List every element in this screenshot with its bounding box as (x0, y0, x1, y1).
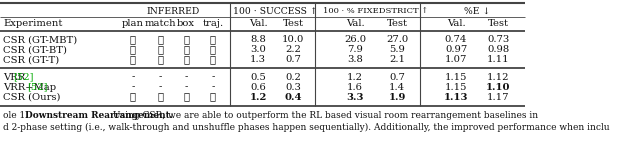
Text: Test: Test (282, 19, 303, 29)
Text: 0.74: 0.74 (445, 35, 467, 45)
Text: 1.2: 1.2 (250, 93, 267, 101)
Text: ✗: ✗ (183, 35, 189, 45)
Text: ✗: ✗ (157, 35, 163, 45)
Text: 100 · % FIXEDSTRICT ↑: 100 · % FIXEDSTRICT ↑ (323, 7, 429, 15)
Text: 100 · SUCCESS ↑: 100 · SUCCESS ↑ (233, 6, 318, 16)
Text: Val.: Val. (346, 19, 364, 29)
Text: Using CSR, we are able to outperform the RL based visual room rearrangement base: Using CSR, we are able to outperform the… (109, 112, 538, 120)
Text: ✓: ✓ (130, 55, 136, 65)
Text: 10.0: 10.0 (282, 35, 304, 45)
Text: VRR: VRR (3, 72, 25, 82)
Text: 2.2: 2.2 (285, 46, 301, 54)
Text: ✗: ✗ (210, 55, 216, 65)
Text: ✓: ✓ (157, 46, 163, 54)
Text: 1.2: 1.2 (347, 72, 363, 82)
Text: ole 1.: ole 1. (3, 112, 31, 120)
Text: 3.0: 3.0 (250, 46, 266, 54)
Text: 8.8: 8.8 (250, 35, 266, 45)
Text: ✓: ✓ (157, 55, 163, 65)
Text: d 2-phase setting (i.e., walk-through and unshuffle phases happen sequentially).: d 2-phase setting (i.e., walk-through an… (3, 122, 610, 132)
Text: 1.07: 1.07 (445, 55, 467, 65)
Text: 1.11: 1.11 (486, 55, 509, 65)
Text: 1.12: 1.12 (487, 72, 509, 82)
Text: CSR (GT-BT): CSR (GT-BT) (3, 46, 67, 54)
Text: CSR (GT-T): CSR (GT-T) (3, 55, 60, 65)
Text: 1.3: 1.3 (250, 55, 266, 65)
Text: 0.7: 0.7 (285, 55, 301, 65)
Text: 3.8: 3.8 (347, 55, 363, 65)
Text: 2.1: 2.1 (389, 55, 405, 65)
Text: Val.: Val. (447, 19, 465, 29)
Text: VRR+Map: VRR+Map (3, 82, 56, 92)
Text: -: - (131, 82, 134, 92)
Text: 0.4: 0.4 (284, 93, 301, 101)
Text: ✓: ✓ (183, 55, 189, 65)
Text: ✓: ✓ (210, 93, 216, 101)
Text: 26.0: 26.0 (344, 35, 366, 45)
Text: 0.3: 0.3 (285, 82, 301, 92)
Text: 1.9: 1.9 (388, 93, 406, 101)
Text: -: - (158, 82, 162, 92)
Text: 5.9: 5.9 (389, 46, 405, 54)
Text: 1.4: 1.4 (389, 82, 405, 92)
Text: 0.98: 0.98 (487, 46, 509, 54)
Text: Experiment: Experiment (3, 19, 62, 29)
Text: 1.15: 1.15 (445, 72, 467, 82)
Text: ✗: ✗ (210, 46, 216, 54)
Text: 1.10: 1.10 (486, 82, 510, 92)
Text: Downstream Rearrangement.: Downstream Rearrangement. (25, 112, 173, 120)
Text: INFERRED: INFERRED (147, 6, 200, 16)
Text: match: match (144, 19, 176, 29)
Text: -: - (184, 82, 188, 92)
Text: 3.3: 3.3 (346, 93, 364, 101)
Text: CSR (GT-MBT): CSR (GT-MBT) (3, 35, 77, 45)
Text: 1.13: 1.13 (444, 93, 468, 101)
Text: ✓: ✓ (130, 93, 136, 101)
Text: 7.9: 7.9 (347, 46, 363, 54)
Text: Test: Test (387, 19, 408, 29)
Text: 1.17: 1.17 (487, 93, 509, 101)
Text: 0.7: 0.7 (389, 72, 405, 82)
Text: 27.0: 27.0 (386, 35, 408, 45)
Text: ✗: ✗ (210, 35, 216, 45)
Text: box: box (177, 19, 195, 29)
Text: ✗: ✗ (183, 46, 189, 54)
Text: 0.97: 0.97 (445, 46, 467, 54)
Text: ✓: ✓ (157, 93, 163, 101)
Text: ✓: ✓ (183, 93, 189, 101)
Text: CSR (Ours): CSR (Ours) (3, 93, 61, 101)
Text: 1.6: 1.6 (347, 82, 363, 92)
Text: [52]: [52] (13, 72, 34, 82)
Text: 0.2: 0.2 (285, 72, 301, 82)
Text: 0.73: 0.73 (487, 35, 509, 45)
Text: Test: Test (488, 19, 509, 29)
Text: [52]: [52] (27, 82, 48, 92)
Text: 1.15: 1.15 (445, 82, 467, 92)
Text: plan: plan (122, 19, 144, 29)
Text: %E ↓: %E ↓ (464, 6, 490, 16)
Text: -: - (158, 72, 162, 82)
Text: ✓: ✓ (130, 46, 136, 54)
Text: Val.: Val. (249, 19, 268, 29)
Text: -: - (211, 72, 214, 82)
Text: traj.: traj. (202, 19, 223, 29)
Text: -: - (184, 72, 188, 82)
Text: -: - (211, 82, 214, 92)
Text: ✓: ✓ (130, 35, 136, 45)
Text: 0.5: 0.5 (250, 72, 266, 82)
Text: 0.6: 0.6 (250, 82, 266, 92)
Text: -: - (131, 72, 134, 82)
